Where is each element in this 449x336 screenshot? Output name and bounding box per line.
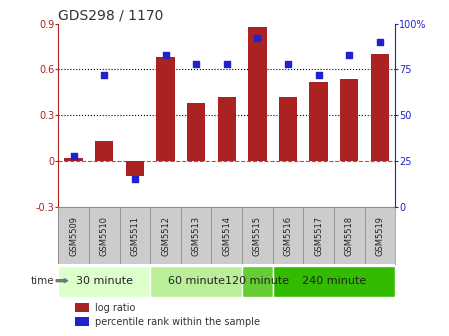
Text: GSM5511: GSM5511 xyxy=(130,215,139,255)
Text: GSM5518: GSM5518 xyxy=(345,215,354,256)
Point xyxy=(70,153,77,158)
Bar xyxy=(211,207,242,264)
Bar xyxy=(334,207,365,264)
Bar xyxy=(273,207,303,264)
Point xyxy=(376,39,383,45)
Bar xyxy=(119,207,150,264)
Point xyxy=(284,61,291,67)
Bar xyxy=(365,207,395,264)
Text: 240 minute: 240 minute xyxy=(302,276,366,286)
Point xyxy=(162,52,169,57)
Bar xyxy=(279,97,297,161)
Bar xyxy=(58,266,150,297)
Bar xyxy=(242,207,273,264)
Text: GSM5514: GSM5514 xyxy=(222,215,231,255)
Text: GSM5512: GSM5512 xyxy=(161,215,170,255)
Text: GSM5517: GSM5517 xyxy=(314,215,323,256)
Text: GSM5519: GSM5519 xyxy=(375,215,384,255)
Bar xyxy=(150,266,242,297)
Point xyxy=(223,61,230,67)
Text: GSM5515: GSM5515 xyxy=(253,215,262,255)
Bar xyxy=(248,27,267,161)
Text: GSM5510: GSM5510 xyxy=(100,215,109,255)
Point xyxy=(131,177,138,182)
Bar xyxy=(242,266,273,297)
Bar xyxy=(95,141,114,161)
Text: GSM5509: GSM5509 xyxy=(69,215,78,255)
Bar xyxy=(181,207,211,264)
Bar xyxy=(187,103,205,161)
Text: GSM5516: GSM5516 xyxy=(283,215,292,256)
Point xyxy=(101,72,108,78)
Bar xyxy=(340,79,358,161)
Text: GSM5513: GSM5513 xyxy=(192,215,201,256)
Bar xyxy=(303,207,334,264)
Bar xyxy=(370,54,389,161)
Bar xyxy=(75,317,89,326)
Bar xyxy=(156,57,175,161)
Text: 120 minute: 120 minute xyxy=(225,276,290,286)
Bar xyxy=(89,207,119,264)
Bar xyxy=(58,207,89,264)
Text: log ratio: log ratio xyxy=(95,303,136,313)
Bar xyxy=(150,207,181,264)
Text: time: time xyxy=(30,276,54,286)
Bar xyxy=(218,97,236,161)
Bar xyxy=(309,82,328,161)
Text: 60 minute: 60 minute xyxy=(167,276,224,286)
Point xyxy=(346,52,353,57)
Bar xyxy=(126,161,144,176)
Point xyxy=(315,72,322,78)
Text: 30 minute: 30 minute xyxy=(76,276,133,286)
Text: GDS298 / 1170: GDS298 / 1170 xyxy=(58,8,164,23)
Text: percentile rank within the sample: percentile rank within the sample xyxy=(95,317,260,327)
Point xyxy=(254,36,261,41)
Point xyxy=(193,61,200,67)
Bar xyxy=(65,158,83,161)
Bar xyxy=(273,266,395,297)
Bar xyxy=(75,303,89,312)
